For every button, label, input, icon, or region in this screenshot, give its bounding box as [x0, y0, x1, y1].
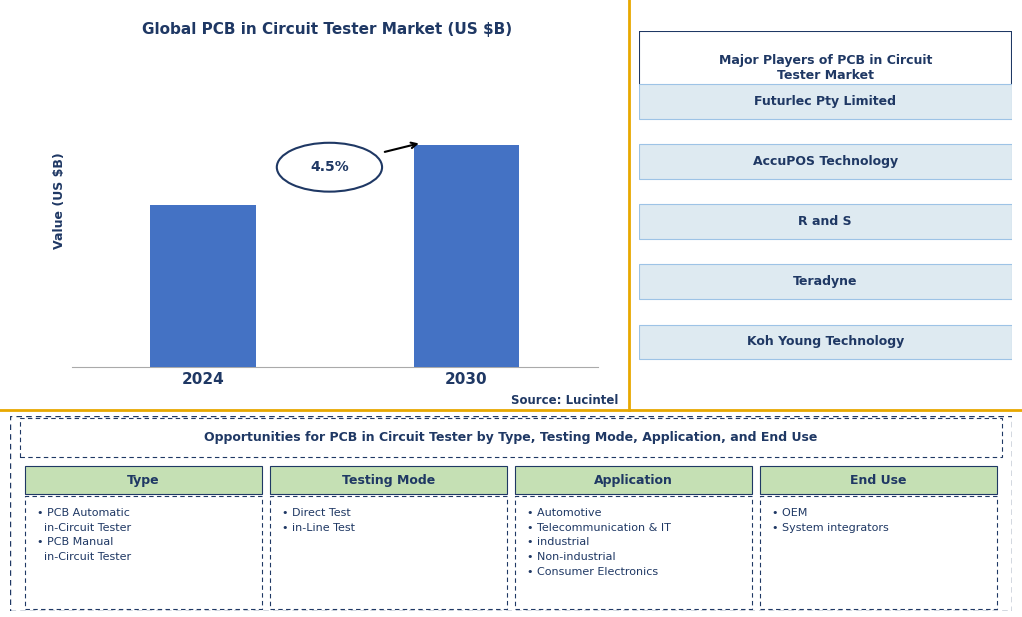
FancyBboxPatch shape — [639, 144, 1012, 179]
Y-axis label: Value (US $B): Value (US $B) — [53, 152, 66, 249]
FancyBboxPatch shape — [515, 466, 752, 494]
Text: • OEM
• System integrators: • OEM • System integrators — [772, 508, 889, 532]
FancyBboxPatch shape — [270, 496, 507, 609]
Text: Opportunities for PCB in Circuit Tester by Type, Testing Mode, Application, and : Opportunities for PCB in Circuit Tester … — [204, 431, 818, 444]
Text: Futurlec Pty Limited: Futurlec Pty Limited — [754, 95, 896, 108]
Text: AccuPOS Technology: AccuPOS Technology — [752, 155, 898, 168]
FancyBboxPatch shape — [639, 325, 1012, 360]
FancyBboxPatch shape — [639, 84, 1012, 119]
FancyBboxPatch shape — [760, 466, 996, 494]
Text: • Direct Test
• in-Line Test: • Direct Test • in-Line Test — [282, 508, 355, 532]
Text: Type: Type — [128, 474, 160, 487]
Bar — [150, 205, 256, 367]
FancyBboxPatch shape — [26, 466, 262, 494]
Bar — [414, 145, 519, 367]
FancyBboxPatch shape — [760, 496, 996, 609]
FancyBboxPatch shape — [515, 496, 752, 609]
FancyBboxPatch shape — [26, 496, 262, 609]
FancyBboxPatch shape — [10, 416, 1012, 611]
FancyBboxPatch shape — [20, 418, 1002, 457]
Text: Global PCB in Circuit Tester Market (US $B): Global PCB in Circuit Tester Market (US … — [142, 22, 512, 36]
FancyBboxPatch shape — [639, 31, 1012, 104]
Text: • PCB Automatic
  in-Circuit Tester
• PCB Manual
  in-Circuit Tester: • PCB Automatic in-Circuit Tester • PCB … — [37, 508, 132, 562]
Text: Application: Application — [594, 474, 672, 487]
FancyBboxPatch shape — [270, 466, 507, 494]
Text: Koh Young Technology: Koh Young Technology — [747, 336, 903, 349]
FancyBboxPatch shape — [639, 204, 1012, 239]
FancyBboxPatch shape — [639, 265, 1012, 299]
Text: • Automotive
• Telecommunication & IT
• industrial
• Non-industrial
• Consumer E: • Automotive • Telecommunication & IT • … — [527, 508, 670, 577]
Text: 4.5%: 4.5% — [310, 160, 349, 174]
Text: Source: Lucintel: Source: Lucintel — [511, 394, 618, 407]
Text: Teradyne: Teradyne — [793, 275, 857, 288]
Text: End Use: End Use — [850, 474, 907, 487]
Text: R and S: R and S — [798, 215, 852, 228]
Text: Testing Mode: Testing Mode — [342, 474, 435, 487]
Text: Major Players of PCB in Circuit
Tester Market: Major Players of PCB in Circuit Tester M… — [718, 54, 932, 81]
